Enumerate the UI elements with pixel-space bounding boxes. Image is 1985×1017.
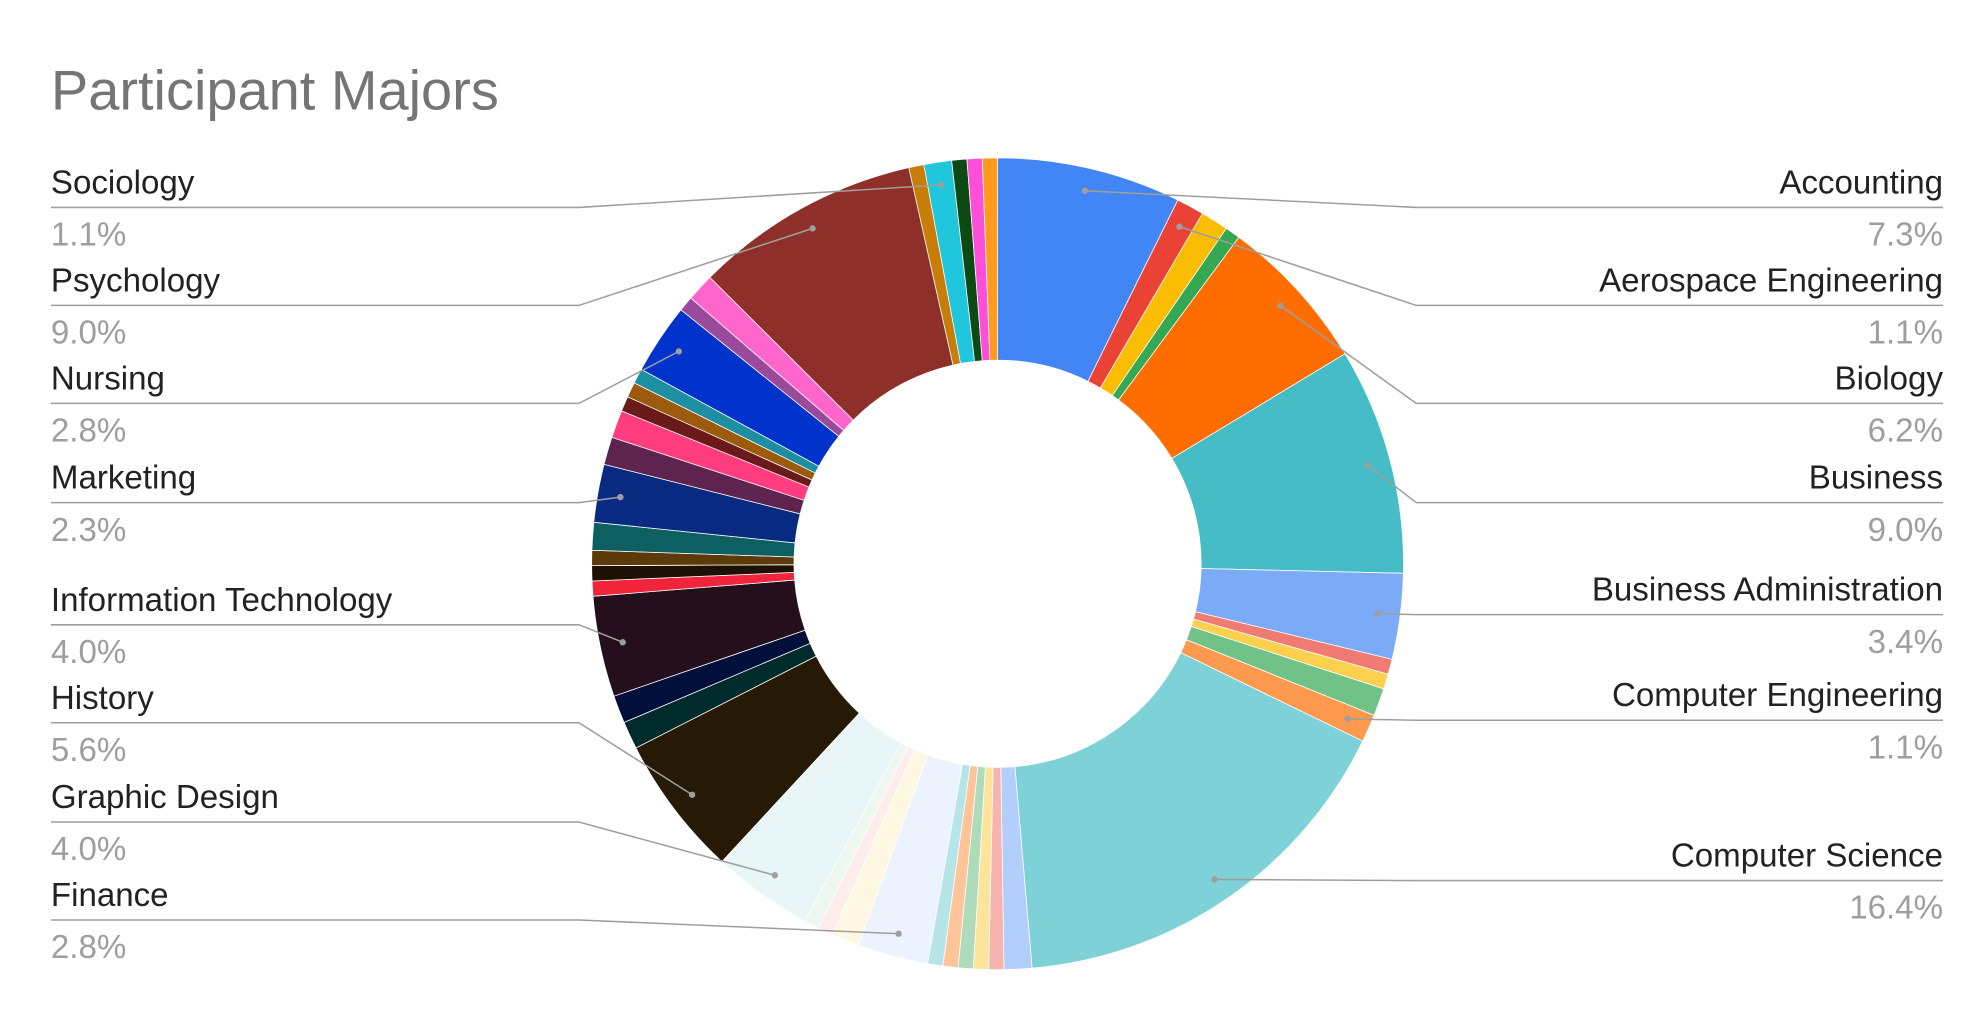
leader-dot: [1277, 302, 1284, 309]
slice-value-label: 1.1%: [1868, 315, 1943, 352]
slice-value-label: 4.0%: [51, 831, 126, 868]
leader-dot: [617, 493, 624, 501]
chart-title: Participant Majors: [51, 58, 499, 121]
slice-value-label: 5.6%: [51, 732, 126, 769]
leader-line: [50, 624, 623, 643]
leader-line: [50, 350, 680, 405]
slice-label: Marketing: [51, 460, 196, 497]
leader-dot: [809, 225, 816, 232]
leader-line: [50, 821, 776, 877]
slice-value-label: 2.8%: [51, 929, 126, 966]
leader-line: [50, 496, 621, 504]
leader-line: [1377, 612, 1944, 616]
slice-label: Biology: [1835, 360, 1944, 397]
leader-dot: [1176, 223, 1183, 230]
leader-dot: [619, 639, 626, 646]
slice-label: Psychology: [51, 262, 221, 299]
slice-label: Computer Engineering: [1612, 677, 1943, 714]
donut-slice: [1014, 652, 1364, 969]
slice-label: Accounting: [1779, 164, 1943, 201]
leader-dot: [675, 348, 683, 355]
slice-label: Business: [1809, 460, 1943, 497]
leader-dot: [771, 872, 778, 879]
slice-value-label: 1.1%: [51, 217, 126, 254]
leader-dot: [937, 181, 945, 189]
leader-dot: [1364, 462, 1371, 469]
leader-dot: [1211, 876, 1218, 883]
slice-value-label: 9.0%: [1868, 512, 1943, 549]
leader-line: [50, 919, 899, 935]
donut-slice: [981, 157, 998, 361]
slice-label: Graphic Design: [51, 779, 279, 816]
slice-label: Computer Science: [1671, 838, 1943, 875]
slice-label: Finance: [51, 877, 169, 914]
slice-label: Aerospace Engineering: [1599, 262, 1943, 299]
slice-value-label: 1.1%: [1868, 729, 1943, 766]
leader-line: [1367, 464, 1944, 504]
leader-line: [50, 227, 813, 307]
slice-label: Nursing: [51, 360, 165, 397]
slice-value-label: 2.3%: [51, 512, 126, 549]
slice-label: Sociology: [51, 164, 195, 201]
leader-line: [1179, 225, 1944, 307]
slice-label: Business Administration: [1592, 572, 1943, 609]
leader-dot: [1081, 187, 1089, 194]
slice-label: Information Technology: [51, 582, 393, 619]
leader-line: [50, 184, 942, 209]
slice-label: History: [51, 680, 154, 717]
slice-value-label: 3.4%: [1868, 624, 1943, 661]
leader-line: [1084, 190, 1944, 209]
slice-value-label: 4.0%: [51, 634, 126, 671]
leader-dot: [1374, 610, 1381, 617]
slice-value-label: 6.2%: [1868, 413, 1943, 450]
slice-value-label: 16.4%: [1849, 890, 1943, 927]
slice-value-label: 7.3%: [1868, 217, 1943, 254]
leader-line: [1214, 878, 1944, 882]
slice-value-label: 9.0%: [51, 315, 126, 352]
leader-dot: [1344, 715, 1351, 723]
leader-dot: [688, 791, 696, 798]
leader-line: [1347, 718, 1944, 721]
leader-dot: [895, 930, 902, 937]
leader-line: [1280, 305, 1944, 405]
slice-value-label: 2.8%: [51, 413, 126, 450]
leader-line: [50, 722, 693, 796]
